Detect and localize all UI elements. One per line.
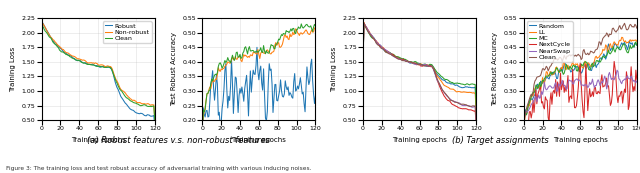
Legend: Random, LL, MC, NextCycle, NearSwap, Clean: Random, LL, MC, NextCycle, NearSwap, Cle…: [527, 21, 573, 62]
Y-axis label: Test Robust Accuracy: Test Robust Accuracy: [171, 32, 177, 106]
X-axis label: Training epochs: Training epochs: [232, 137, 286, 143]
Y-axis label: Test Robust Accuracy: Test Robust Accuracy: [492, 32, 498, 106]
Text: (a) Robust features v.s. non-robust features: (a) Robust features v.s. non-robust feat…: [87, 136, 270, 145]
X-axis label: Training epochs: Training epochs: [392, 137, 447, 143]
X-axis label: Training epochs: Training epochs: [553, 137, 607, 143]
Y-axis label: Training Loss: Training Loss: [10, 47, 16, 92]
Text: Figure 3: The training loss and test robust accuracy of adversarial training wit: Figure 3: The training loss and test rob…: [6, 166, 312, 171]
Text: (b) Target assignments: (b) Target assignments: [451, 136, 548, 145]
X-axis label: Training epochs: Training epochs: [71, 137, 125, 143]
Y-axis label: Training Loss: Training Loss: [332, 47, 337, 92]
Legend: Robust, Non-robust, Clean: Robust, Non-robust, Clean: [103, 21, 152, 43]
